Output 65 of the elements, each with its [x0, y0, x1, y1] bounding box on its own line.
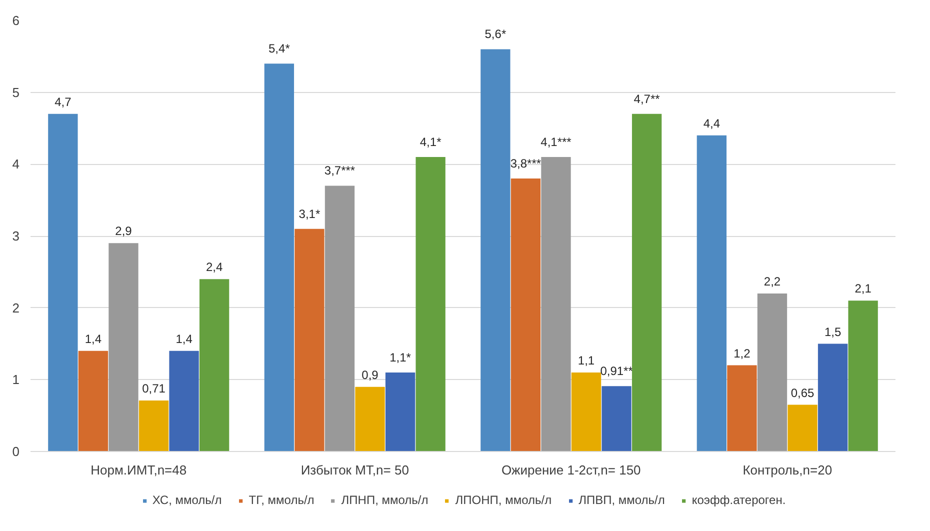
data-label: 4,7	[54, 94, 72, 109]
bar	[108, 243, 138, 452]
y-tick-label: 6	[12, 13, 20, 28]
bar	[199, 279, 230, 452]
bar	[294, 228, 324, 452]
y-tick-label: 3	[12, 228, 20, 244]
data-label: 1,2	[734, 346, 751, 360]
data-label: 1,1	[578, 353, 595, 368]
data-label: 5,4*	[268, 42, 290, 56]
bar	[541, 156, 571, 452]
legend-label: ЛПОНП, ммоль/л	[455, 493, 552, 507]
x-tick-label: Ожирение 1-2ст,n= 150	[501, 462, 641, 478]
bar	[416, 156, 446, 452]
y-tick-label: 2	[12, 300, 20, 316]
x-tick-label: Избыток МТ,n= 50	[300, 462, 409, 478]
legend-label: ХС, ммоль/л	[152, 493, 222, 507]
bar	[480, 49, 510, 452]
legend-label: ТГ, ммоль/л	[248, 493, 314, 507]
y-tick-label: 5	[12, 84, 20, 100]
legend-label: ЛПНП, ммоль/л	[341, 493, 428, 507]
data-label: 0,91**	[600, 364, 634, 378]
data-label: 2,4	[206, 260, 223, 274]
bar	[818, 344, 848, 452]
bar	[727, 365, 757, 452]
data-label: 0,71	[142, 382, 166, 396]
bar	[385, 372, 416, 452]
data-label: 4,1***	[540, 134, 572, 149]
data-label: 3,7***	[324, 164, 356, 178]
data-label: 2,1	[854, 282, 872, 296]
bar	[48, 114, 78, 452]
bar	[324, 186, 355, 452]
y-tick-label: 0	[12, 444, 20, 459]
x-tick-label: Норм.ИМТ,n=48	[90, 462, 187, 478]
y-tick-label: 1	[12, 372, 20, 388]
data-label: 4,4	[703, 116, 720, 130]
data-label: 0,65	[790, 386, 815, 400]
bar	[848, 300, 878, 452]
data-label: 3,1*	[298, 206, 320, 221]
bar	[571, 372, 602, 452]
bar	[788, 404, 818, 452]
data-label: 5,6*	[484, 27, 506, 42]
bar	[169, 350, 199, 452]
bar	[355, 386, 385, 452]
data-label: 4,1*	[420, 134, 442, 149]
bar	[632, 114, 662, 452]
data-label: 2,2	[764, 274, 781, 288]
bar	[602, 386, 632, 452]
data-label: 3,8***	[510, 156, 542, 171]
bar	[510, 178, 541, 452]
bar	[696, 135, 727, 452]
data-label: 1,4	[84, 332, 102, 346]
bar	[138, 400, 169, 452]
data-label: 0,9	[362, 368, 379, 382]
data-label: 1,1*	[390, 350, 412, 364]
bar	[757, 293, 788, 452]
legend-label: ЛПВП, ммоль/л	[578, 493, 665, 507]
bar	[264, 64, 294, 452]
data-label: 2,9	[115, 224, 132, 238]
y-tick-label: 4	[12, 156, 20, 172]
data-label: 1,4	[176, 332, 193, 346]
x-tick-label: Контроль,n=20	[742, 462, 832, 478]
data-label: 1,5	[824, 324, 842, 339]
data-label: 4,7**	[634, 92, 660, 106]
legend-label: коэфф.атероген.	[692, 493, 786, 507]
bar	[78, 350, 108, 452]
